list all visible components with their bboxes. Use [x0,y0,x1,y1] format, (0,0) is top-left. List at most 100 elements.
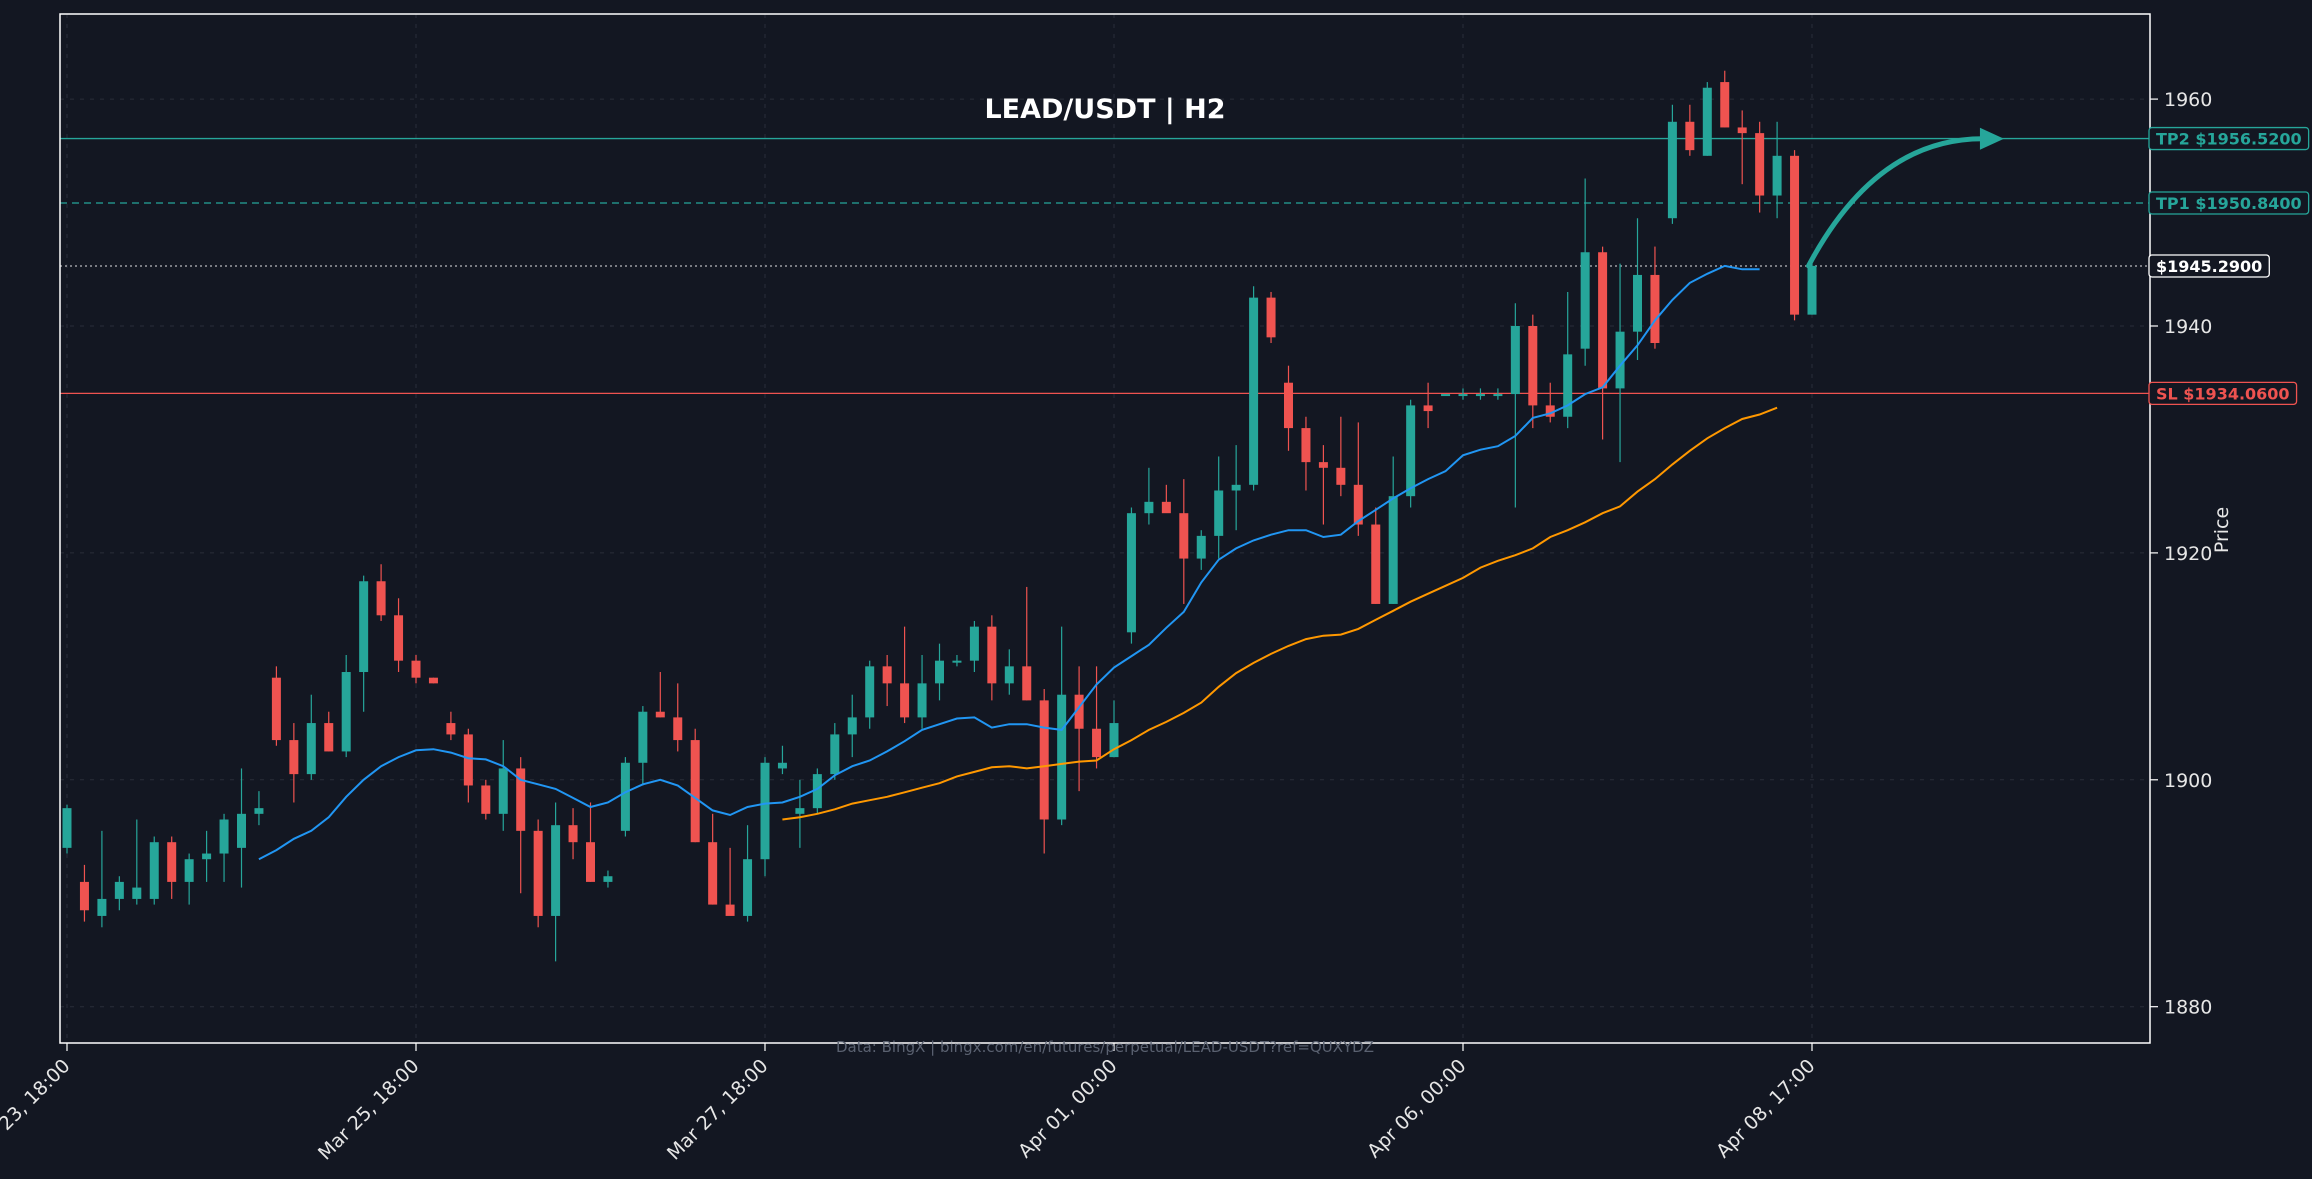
y-tick-label: 1880 [2164,997,2212,1019]
candle-body [551,825,561,916]
candle-body [1406,405,1416,497]
candle [917,654,927,729]
y-tick-label: 1900 [2164,770,2212,792]
level-label-tp1: TP1 $1950.8400 [2148,191,2310,215]
candle-body [149,842,159,899]
candle-body [1266,297,1276,338]
candle-body [725,904,735,916]
candle-body [254,808,264,814]
candle [306,694,316,780]
level-label-current: $1945.2900 [2148,254,2270,278]
candle [1231,445,1241,531]
candle-body [184,859,194,882]
candle-body [1039,700,1049,820]
candle [603,870,613,888]
candle [1196,530,1206,570]
candle [1423,382,1433,429]
candle-body [411,660,421,678]
candle-body [1336,467,1346,485]
candle [1528,314,1538,429]
candle-body [1249,297,1259,485]
candle-body [690,740,700,843]
candle [1493,388,1503,400]
candle [708,813,718,905]
candle [62,804,72,854]
candle-body [952,660,962,663]
candle-body [1650,274,1660,344]
candle-body [324,723,334,752]
level-label-tp2: TP2 $1956.5200 [2148,126,2310,151]
candle-body [1109,723,1119,758]
candle [1266,291,1276,344]
candle-body [79,881,89,911]
candle-body [376,581,386,616]
candle-body [586,842,595,882]
candle-body [708,842,718,905]
candle-body [969,626,979,661]
candle-body [1441,394,1451,397]
candle-body [1231,484,1241,491]
candle [743,825,753,922]
candle [1720,70,1730,128]
y-tick-label: 1960 [2164,89,2212,111]
candle-body [219,819,229,854]
candle-body [1179,513,1189,559]
candle [935,643,944,701]
candle [725,847,735,916]
candle [1667,104,1677,224]
candle [1755,121,1765,213]
candle [324,711,334,752]
grid-lines [60,14,2150,1043]
candle-body [306,723,316,775]
candle [237,768,246,888]
candle-body [1702,87,1712,156]
level-label-box [2148,254,2270,278]
candle [341,654,351,758]
candle [847,694,857,758]
candle-body [1388,496,1398,604]
candle [1057,626,1067,826]
candle [167,836,177,899]
candle [394,598,404,673]
candle-body [1545,405,1555,417]
candle [271,666,281,746]
candle-body [516,768,526,831]
candle [1301,416,1311,491]
trade-level-labels: TP2 $1956.5200 TP1 $1950.8400 $1945.2900 SL… [2148,126,2310,406]
candle-body [1685,121,1695,151]
candle-body [114,881,124,899]
candle [481,779,491,820]
candle-body [1423,405,1433,412]
candle-body [1720,82,1730,128]
level-label-box [2148,381,2298,406]
candle-body [1493,394,1503,397]
candle-body [271,677,281,741]
candle [97,830,107,928]
candle [1161,484,1171,514]
arrow-head [1979,127,2004,150]
candle-body [812,774,822,809]
candle-body [1371,524,1381,604]
candle [1772,121,1782,219]
candle [777,745,787,775]
candle [1475,388,1485,400]
candle [655,672,665,718]
candle-body [917,683,927,718]
candle-body [1092,728,1102,758]
candle [446,711,456,741]
candle [289,723,299,803]
chart-title: LEAD/USDT | H2 [984,94,1225,125]
candle-body [1353,484,1363,525]
candle [620,757,630,837]
moving-averages [258,264,1778,861]
candle [1441,394,1451,397]
candle [1022,586,1032,701]
candle-body [655,711,665,718]
candle-body [533,830,543,916]
candle [149,836,159,905]
candle [533,819,543,928]
candle-body [463,734,473,786]
candle-body [1615,331,1625,389]
candle [219,813,229,882]
